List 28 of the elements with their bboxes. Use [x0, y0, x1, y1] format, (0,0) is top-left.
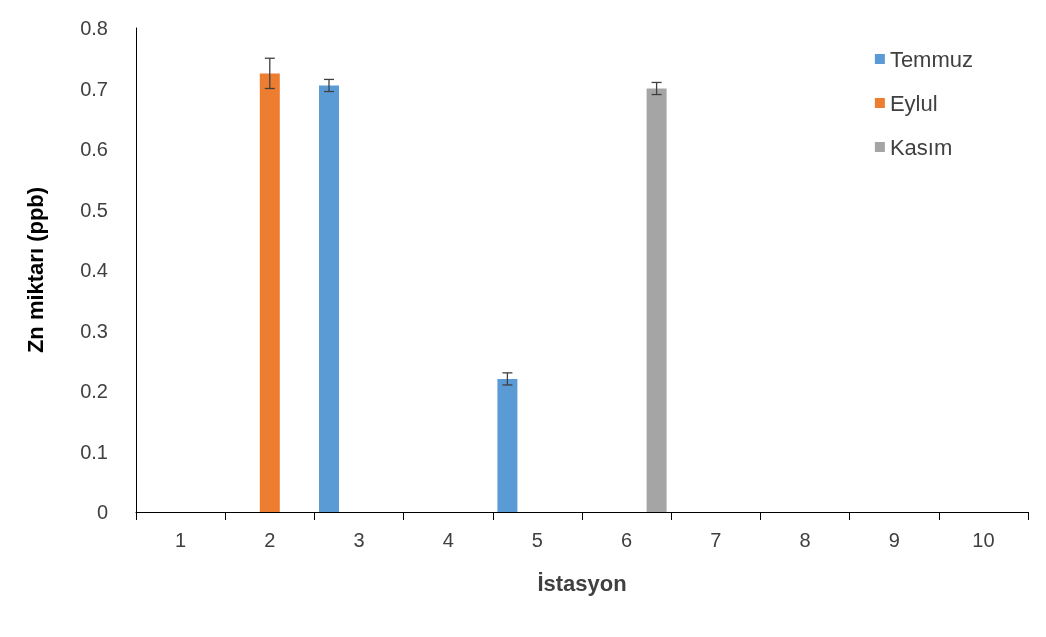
bar	[259, 73, 280, 512]
bar	[497, 378, 518, 512]
x-tick-label: 2	[264, 529, 276, 551]
x-tick-label: 10	[972, 529, 995, 551]
y-axis-title: Zn miktarı (ppb)	[22, 186, 48, 354]
x-tick-label: 4	[442, 529, 454, 551]
y-tick-label: 0.2	[80, 380, 108, 402]
y-tick-label: 0.1	[80, 440, 108, 463]
y-tick-label: 0.3	[80, 319, 108, 342]
y-tick-label: 0.4	[80, 259, 108, 281]
x-tick-label: 1	[175, 529, 187, 551]
legend-label: Temmuz	[889, 46, 973, 72]
x-tick-label: 8	[799, 529, 811, 551]
y-tick-label: 0.8	[80, 17, 108, 39]
legend-label: Eylul	[889, 90, 938, 116]
y-tick-label: 0.6	[80, 138, 108, 160]
bar	[646, 88, 667, 512]
x-tick-label: 7	[710, 529, 722, 551]
y-tick-label: 0	[96, 501, 108, 523]
y-tick-label: 0.5	[80, 198, 108, 221]
bar	[319, 85, 339, 512]
y-tick-label: 0.7	[80, 77, 108, 100]
x-axis-title: İstasyon	[537, 570, 627, 596]
x-tick-label: 6	[621, 529, 633, 551]
x-tick-label: 5	[531, 529, 543, 551]
x-tick-label: 9	[888, 529, 900, 551]
legend-label: Kasım	[889, 134, 953, 160]
x-tick-label: 3	[353, 529, 365, 551]
